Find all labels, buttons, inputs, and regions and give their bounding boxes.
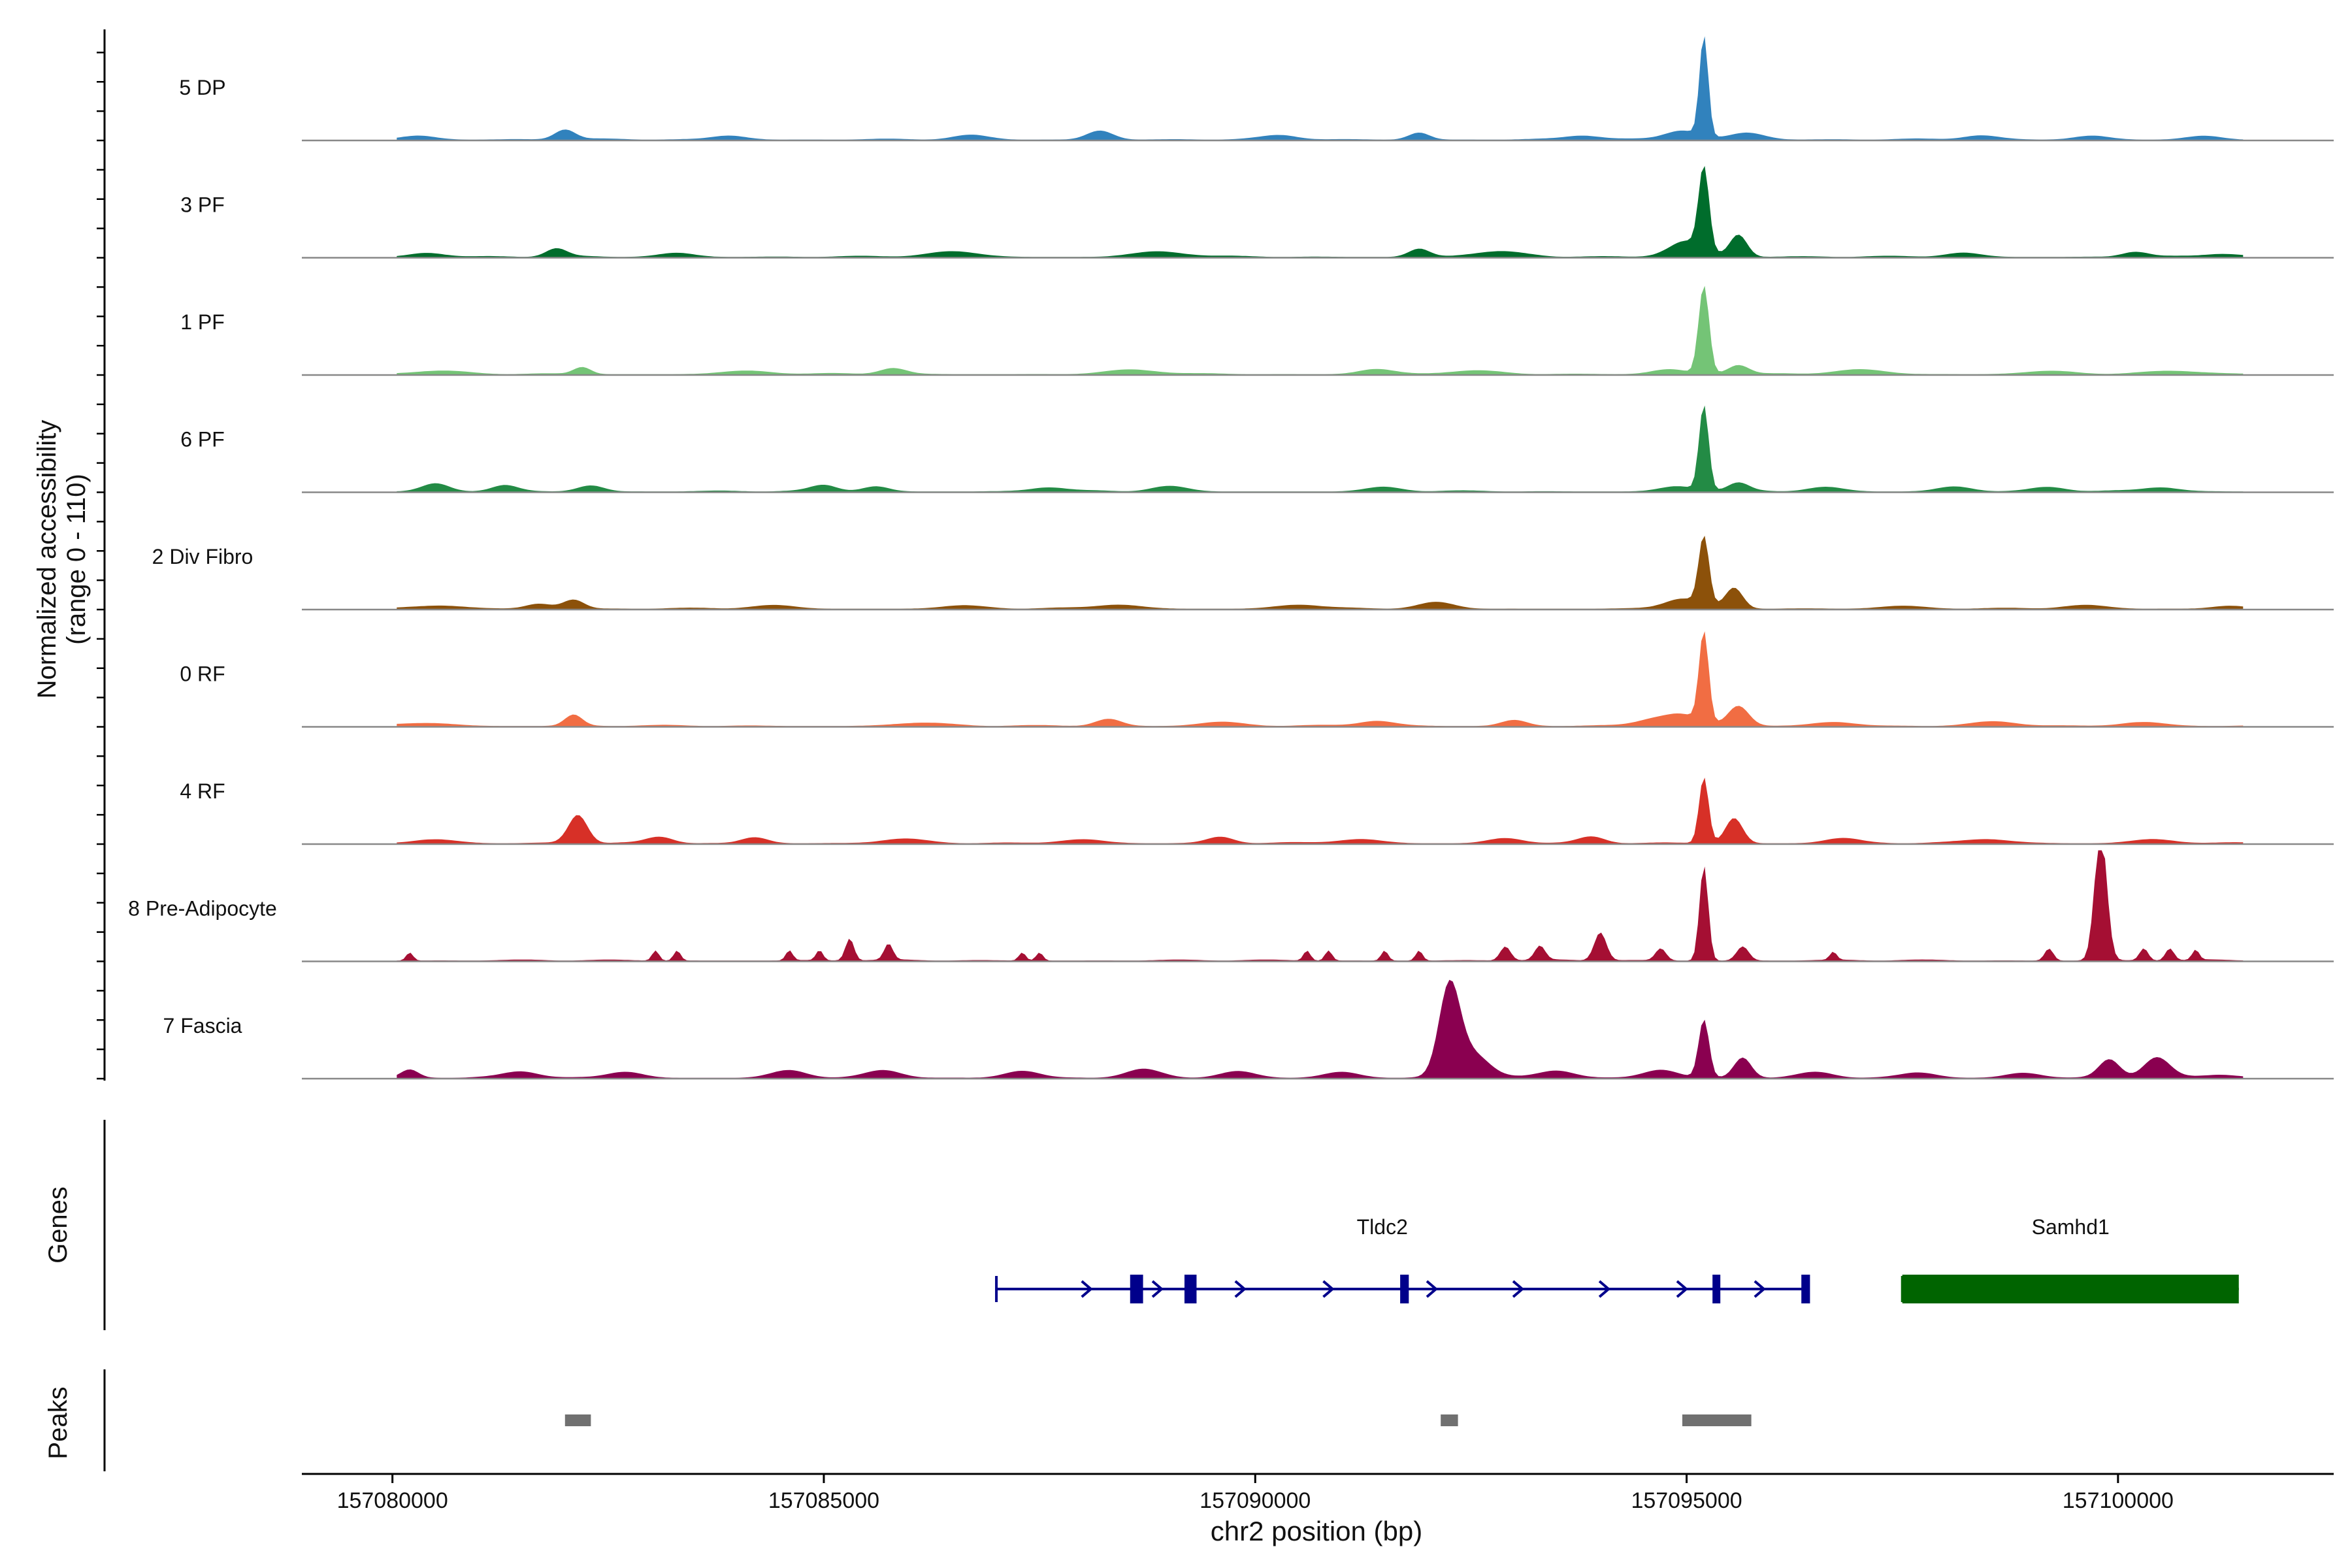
peak-region [1441,1414,1458,1426]
gene-exon [1130,1275,1143,1303]
track-label: 0 RF [180,662,225,686]
x-tick-label: 157100000 [2063,1488,2174,1513]
strand-arrow [1512,1280,1525,1298]
track-6-pf: 6 PF [180,405,2334,493]
strand-arrow [1754,1280,1766,1298]
track-0-rf: 0 RF [180,631,2334,728]
track-label: 7 Fascia [163,1014,242,1037]
gene-exon [1801,1275,1810,1303]
track-4-rf: 4 RF [180,777,2334,845]
coverage-tracks: 5 DP 3 PF 1 PF 6 PF 2 Div Fibro 0 RF 4 RF 8 Pre… [128,36,2334,1080]
strand-arrow [1676,1280,1689,1298]
track-label: 6 PF [180,428,225,451]
track-5-dp: 5 DP [179,36,2334,142]
gene-label: Tldc2 [1357,1215,1408,1239]
peak-region [564,1414,591,1426]
gene-label: Samhd1 [2032,1215,2110,1239]
x-axis-ticks: 157080000 157085000 157090000 157095000 1571… [337,1474,2174,1513]
track-label: 2 Div Fibro [152,545,253,568]
gene-tldc2: Tldc2 [995,1215,1810,1303]
y-axis-title-line2: (range 0 - 110) [62,474,91,645]
track-label: 5 DP [179,76,225,99]
accessibility-area [397,777,2244,844]
y-axis-title-line1: Normalized accessibility [33,420,61,699]
x-tick-label: 157085000 [768,1488,879,1513]
strand-arrow [1234,1280,1247,1298]
coverage-y-axis-ticks [97,52,105,1080]
track-8-pre-adipocyte: 8 Pre-Adipocyte [128,850,2334,962]
strand-arrow [1151,1280,1164,1298]
genes-panel-label: Genes [44,1186,73,1264]
track-3-pf: 3 PF [180,166,2334,259]
x-tick-label: 157080000 [337,1488,448,1513]
x-axis-title: chr2 position (bp) [1211,1516,1423,1546]
track-7-fascia: 7 Fascia [163,979,2334,1080]
strand-arrow [1081,1280,1093,1298]
track-label: 4 RF [180,779,225,803]
track-2-div-fibro: 2 Div Fibro [152,536,2334,611]
gene-exon [1712,1275,1721,1303]
track-label: 1 PF [180,310,225,334]
peaks-track [564,1414,1752,1426]
gene-annotation-track: Tldc2 Samhd1 [995,1215,2239,1303]
accessibility-area [397,536,2244,610]
gene-samhd1: Samhd1 [1901,1215,2239,1303]
strand-arrow [1598,1280,1611,1298]
peak-region [1682,1414,1752,1426]
gene-exon [1400,1275,1409,1303]
track-label: 3 PF [180,193,225,217]
gene-exon [1184,1275,1197,1303]
track-label: 8 Pre-Adipocyte [128,897,277,921]
x-tick-label: 157095000 [1631,1488,1742,1513]
gene-exon [1902,1275,2239,1303]
peaks-panel-label: Peaks [44,1386,73,1459]
strand-arrow [1426,1280,1439,1298]
strand-arrow [1322,1280,1335,1298]
x-tick-label: 157090000 [1200,1488,1311,1513]
track-1-pf: 1 PF [180,286,2334,376]
